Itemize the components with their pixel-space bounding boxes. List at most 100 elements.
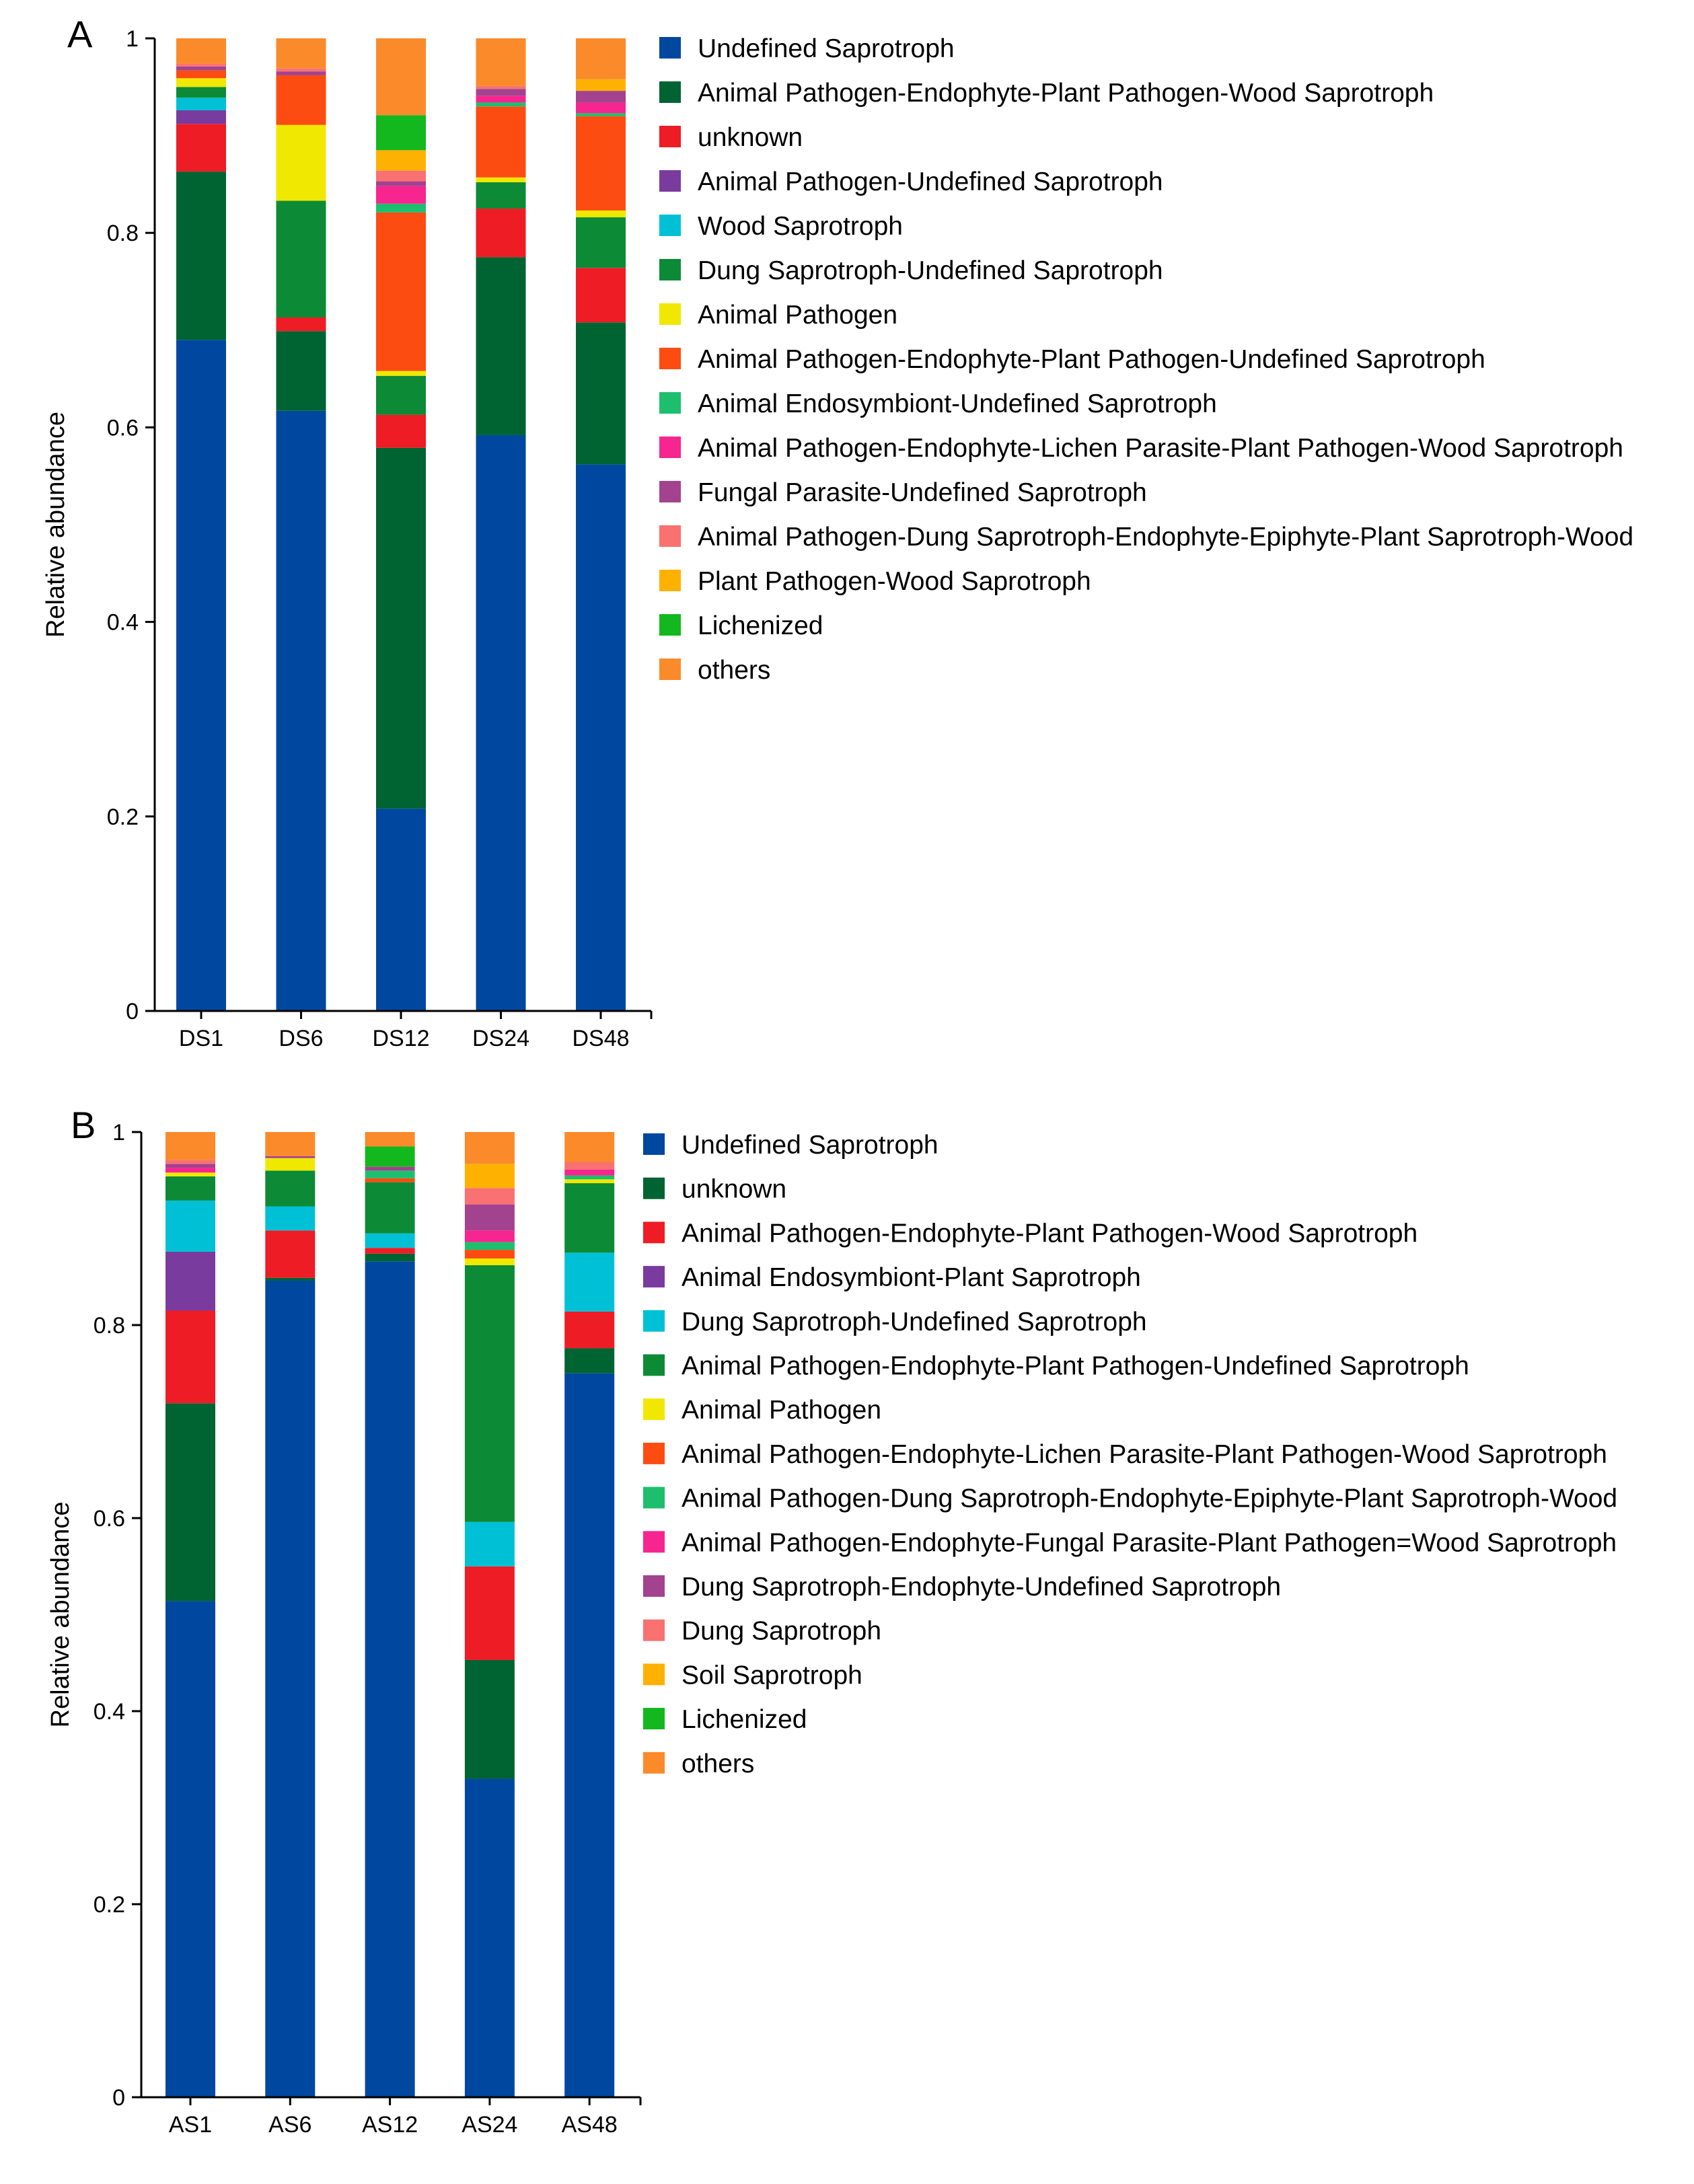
legend-label: Animal Pathogen-Dung Saprotroph-Endophyt… <box>698 523 1633 552</box>
legend-label: Animal Pathogen-Endophyte-Plant Pathogen… <box>682 1352 1469 1381</box>
bar-segment-as12-10 <box>365 1166 415 1171</box>
bar-segment-ds12-7 <box>376 212 426 371</box>
bar-segment-ds24-10 <box>476 89 526 96</box>
bar-segment-ds1-5 <box>176 87 226 98</box>
bar-segment-ds1-6 <box>176 78 226 87</box>
bar-segment-ds1-7 <box>176 70 226 79</box>
bar-segment-ds24-7 <box>476 106 526 178</box>
bar-segment-ds24-6 <box>476 177 526 183</box>
bar-segment-ds12-12 <box>376 150 426 171</box>
bar-segment-as6-5 <box>265 1170 316 1207</box>
legend-label: Animal Pathogen-Undefined Saprotroph <box>698 167 1163 196</box>
bar-segment-as1-3 <box>165 1251 215 1311</box>
bar-segment-ds48-0 <box>576 464 626 1011</box>
bar-segment-as12-14 <box>365 1132 415 1147</box>
y-axis-title: Relative abundance <box>42 412 70 638</box>
legend-swatch <box>659 37 681 59</box>
bar-segment-as48-2 <box>564 1311 615 1349</box>
bar-segment-as24-11 <box>464 1188 515 1205</box>
x-tick-label-ds1: DS1 <box>179 1026 223 1051</box>
bar-segment-as12-7 <box>365 1178 415 1182</box>
bar-segment-ds12-0 <box>376 808 426 1011</box>
x-tick-label-ds24: DS24 <box>472 1026 529 1051</box>
bar-segment-ds1-3 <box>176 110 226 124</box>
bar-segment-as48-5 <box>564 1183 615 1253</box>
bar-segment-as6-6 <box>265 1158 316 1171</box>
bar-segment-ds24-11 <box>476 85 526 89</box>
bar-segment-as1-11 <box>165 1160 215 1164</box>
y-tick-label: 0.6 <box>107 415 139 441</box>
bar-segment-ds12-11 <box>376 170 426 182</box>
bar-segment-ds12-13 <box>376 115 426 151</box>
bar-segment-as12-2 <box>365 1248 415 1254</box>
bar-segment-ds24-8 <box>476 102 526 107</box>
bar-segment-ds24-0 <box>476 435 526 1011</box>
bar-segment-ds48-6 <box>576 210 626 218</box>
legend-swatch <box>643 1310 665 1332</box>
bar-segment-ds12-10 <box>376 181 426 186</box>
x-tick-label-as48: AS48 <box>562 2112 618 2138</box>
bar-segment-ds6-14 <box>276 38 326 69</box>
legend-swatch <box>643 1133 665 1155</box>
bar-segment-ds12-6 <box>376 371 426 376</box>
bar-segment-as6-10 <box>265 1156 316 1158</box>
bar-segment-ds6-5 <box>276 200 326 318</box>
bar-segment-as6-0 <box>265 1280 316 2097</box>
y-tick-label: 0 <box>112 2085 125 2111</box>
legend-swatch <box>659 658 681 680</box>
bar-segment-as24-5 <box>464 1265 515 1522</box>
bar-segment-as12-4 <box>365 1233 415 1248</box>
bar-segment-ds24-1 <box>476 257 526 435</box>
y-tick-label: 0.2 <box>94 1892 125 1918</box>
bar-segment-ds24-9 <box>476 96 526 103</box>
bar-segment-as48-6 <box>564 1179 615 1184</box>
legend-label: Lichenized <box>682 1705 807 1734</box>
legend-swatch <box>659 170 681 192</box>
legend-label: Fungal Parasite-Undefined Saprotroph <box>698 478 1147 507</box>
legend-swatch <box>659 481 681 502</box>
bar-segment-as24-1 <box>464 1659 515 1779</box>
legend-label: Undefined Saprotroph <box>698 34 955 63</box>
bar-segment-as24-9 <box>464 1230 515 1242</box>
legend-label: Soil Saprotroph <box>682 1661 862 1690</box>
y-tick-label: 0 <box>126 999 139 1024</box>
legend-swatch <box>643 1266 665 1288</box>
legend-label: Animal Pathogen-Endophyte-Lichen Parasit… <box>698 434 1623 463</box>
legend-label: Undefined Saprotroph <box>682 1131 938 1160</box>
bar-segment-ds48-8 <box>576 113 626 116</box>
legend-swatch <box>643 1663 665 1686</box>
bar-segment-as48-1 <box>564 1348 615 1373</box>
chart-panel-a: A Relative abundance DS1 DS6 DS12 DS24 DS48 0 0.… <box>42 13 1633 1051</box>
bar-segment-as24-0 <box>464 1778 515 2097</box>
legend-label: Animal Pathogen-Endophyte-Lichen Parasit… <box>682 1440 1607 1469</box>
bar-segment-as48-0 <box>564 1373 615 2097</box>
bar-segment-ds1-10 <box>176 66 226 71</box>
legend-label: Wood Saprotroph <box>698 212 903 241</box>
x-tick-label-ds6: DS6 <box>279 1026 323 1051</box>
legend-swatch <box>643 1708 665 1730</box>
bar-segment-as1-6 <box>165 1172 215 1177</box>
panel-label: A <box>67 13 93 55</box>
y-tick-label: 0.4 <box>94 1699 125 1725</box>
bar-segment-as24-12 <box>464 1164 515 1189</box>
bar-segment-as6-1 <box>265 1277 316 1281</box>
bar-segment-ds1-14 <box>176 38 226 64</box>
legend-label: Animal Pathogen-Endophyte-Plant Pathogen… <box>698 345 1485 374</box>
bar-segment-ds48-14 <box>576 38 626 79</box>
legend-swatch <box>643 1177 665 1199</box>
bar-segment-as24-14 <box>464 1132 515 1164</box>
legend-label: Animal Pathogen <box>682 1396 881 1425</box>
legend-swatch <box>643 1575 665 1597</box>
bar-segment-as24-7 <box>464 1250 515 1258</box>
bar-segment-as1-9 <box>165 1168 215 1173</box>
y-tick-label: 0.8 <box>107 221 139 246</box>
bar-segment-ds24-2 <box>476 209 526 258</box>
bar-segment-as24-6 <box>464 1258 515 1266</box>
bar-segment-as48-14 <box>564 1132 615 1162</box>
bar-segment-ds1-0 <box>176 340 226 1011</box>
bar-segment-ds24-5 <box>476 182 526 209</box>
bar-segment-as12-13 <box>365 1146 415 1167</box>
bar-segment-ds12-2 <box>376 414 426 448</box>
bar-segment-as24-8 <box>464 1242 515 1250</box>
bar-segment-ds48-12 <box>576 79 626 91</box>
